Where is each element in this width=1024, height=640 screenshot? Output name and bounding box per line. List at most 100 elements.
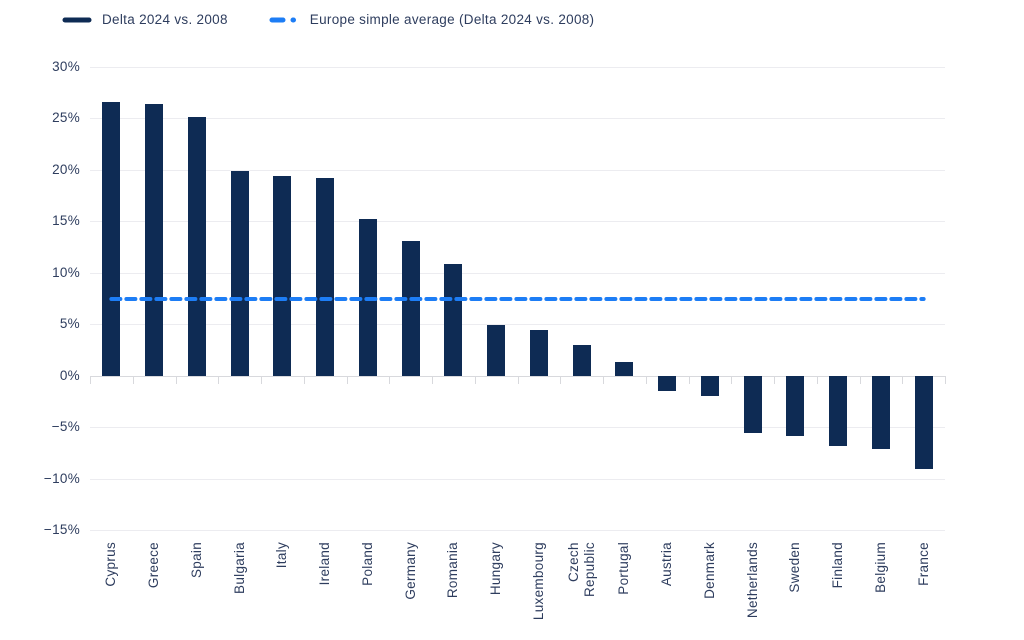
bar-bulgaria [230, 170, 249, 376]
x-axis-tick [218, 375, 220, 384]
gridline-15 [90, 221, 945, 223]
x-axis-tick [474, 375, 476, 384]
x-axis-label: Ireland [317, 542, 333, 586]
bar-france [914, 375, 933, 470]
x-axis-slot: Germany [389, 542, 432, 640]
x-axis-tick [945, 375, 946, 384]
x-axis-slot: France [902, 542, 945, 640]
x-axis-tick [731, 375, 733, 384]
x-axis-label: Finland [830, 542, 846, 589]
gridline-10 [90, 272, 945, 274]
bar-germany [401, 240, 420, 376]
x-axis-tick [346, 375, 348, 384]
x-axis-label: Portugal [616, 542, 632, 595]
y-axis-label: −10% [43, 470, 80, 486]
x-axis-label: Austria [659, 542, 675, 587]
bar-czech-republic [572, 344, 591, 376]
gridline--15 [90, 530, 945, 531]
x-axis-tick [902, 375, 904, 384]
x-axis-tick [688, 375, 690, 384]
x-axis-slot: Austria [646, 542, 689, 640]
x-axis-label: Sweden [787, 542, 803, 593]
chart-legend: Delta 2024 vs. 2008 Europe simple averag… [62, 12, 594, 27]
bar-belgium [871, 375, 890, 449]
x-axis-tick [303, 375, 305, 384]
x-axis-tick [816, 375, 818, 384]
y-axis-label: 20% [52, 161, 80, 177]
y-axis-label: 5% [59, 316, 80, 332]
x-axis-labels: Cyprus Greece Spain Bulgaria Italy Ireland Pol… [90, 542, 945, 640]
bar-portugal [615, 362, 634, 376]
x-axis-label: Spain [188, 542, 204, 579]
legend-label-delta: Delta 2024 vs. 2008 [102, 12, 228, 27]
y-axis-label: −15% [43, 522, 80, 537]
x-axis-slot: Italy [261, 542, 304, 640]
x-axis-tick [175, 375, 177, 384]
x-axis-tick [560, 375, 562, 384]
x-axis-label: Poland [359, 542, 375, 586]
bar-greece [145, 104, 164, 376]
x-axis-slot: Netherlands [731, 542, 774, 640]
y-axis-label: 0% [59, 367, 80, 383]
plot-area: 30% 25% 20% 15% 10% 5% 0% −5% −10% −15% [44, 59, 946, 537]
x-axis-label: Hungary [488, 542, 504, 596]
average-line [109, 296, 926, 301]
gridline-5 [90, 324, 945, 326]
x-axis-tick [517, 375, 519, 384]
legend-dashed-line-icon [269, 17, 300, 22]
gridline-30 [90, 67, 945, 68]
x-axis-slot: Portugal [603, 542, 646, 640]
x-axis-label: Bulgaria [231, 542, 247, 594]
x-axis-slot: Hungary [475, 542, 518, 640]
x-axis-tick [774, 375, 775, 384]
x-axis-tick [645, 375, 647, 384]
y-axis-label: 10% [52, 264, 80, 280]
x-axis-slot: Czech Republic [560, 542, 603, 640]
x-axis-slot: Luxembourg [518, 542, 561, 640]
x-axis-slot: Bulgaria [218, 542, 261, 640]
bar-sweden [786, 375, 805, 437]
y-axis-label: 30% [52, 59, 80, 74]
bar-netherlands [743, 375, 762, 434]
x-axis-label: France [915, 542, 931, 586]
bar-hungary [487, 325, 506, 376]
x-axis-label: Romania [445, 542, 461, 599]
x-axis-tick [859, 375, 861, 384]
x-axis-label: Germany [402, 542, 418, 600]
bar-spain [187, 117, 206, 376]
gridline-20 [90, 169, 945, 171]
bar-italy [273, 176, 292, 376]
bar-austria [658, 375, 677, 392]
bar-luxembourg [529, 330, 548, 376]
x-axis-slot: Cyprus [90, 542, 133, 640]
gridline-25 [90, 118, 945, 120]
x-axis-tick [132, 375, 134, 384]
x-axis-label: Netherlands [744, 542, 760, 619]
x-axis-slot: Sweden [774, 542, 817, 640]
gridline--5 [90, 427, 945, 429]
x-axis-tick [261, 375, 262, 384]
x-axis-tick [389, 375, 391, 384]
y-axis-label: 15% [52, 213, 80, 229]
x-axis-label: Cyprus [103, 542, 119, 587]
x-axis-slot: Greece [133, 542, 176, 640]
x-axis-slot: Romania [432, 542, 475, 640]
legend-item-delta: Delta 2024 vs. 2008 [62, 12, 228, 27]
bar-romania [444, 263, 463, 376]
x-axis-label: Czech Republic [565, 542, 597, 597]
y-axis-label: 25% [52, 110, 80, 126]
x-axis-slot: Poland [347, 542, 390, 640]
x-axis-tick [90, 375, 91, 384]
x-axis-slot: Denmark [689, 542, 732, 640]
x-axis-tick [432, 375, 433, 384]
x-axis-label: Luxembourg [530, 542, 546, 621]
x-axis-label: Belgium [872, 542, 888, 593]
bar-finland [829, 375, 848, 446]
bar-cyprus [102, 101, 121, 376]
y-axis-label: −5% [51, 419, 80, 435]
x-axis-label: Denmark [701, 542, 717, 599]
legend-item-average: Europe simple average (Delta 2024 vs. 20… [268, 12, 595, 27]
legend-label-average: Europe simple average (Delta 2024 vs. 20… [309, 12, 595, 27]
x-axis-label: Greece [146, 542, 162, 589]
